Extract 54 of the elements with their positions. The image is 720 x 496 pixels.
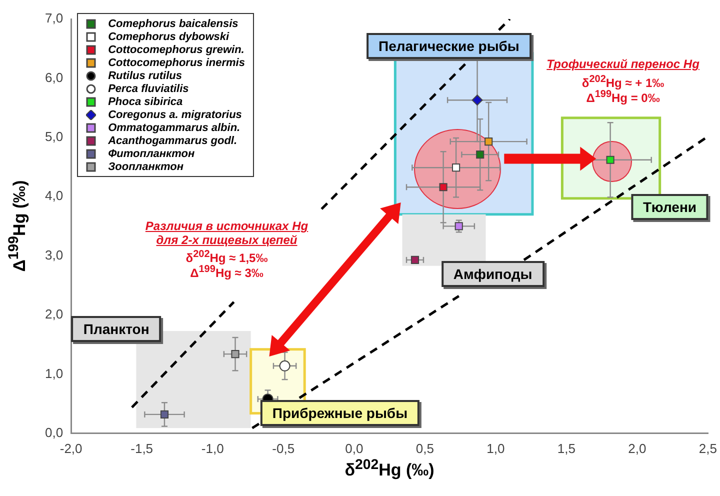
y-tick-label: 6,0: [44, 70, 64, 85]
legend-label: Comephorus dybowski: [108, 30, 230, 42]
annotation: Δ$^{199}$Hg = 0‰: [586, 89, 660, 106]
y-tick-label: 7,0: [44, 10, 64, 26]
legend-label: Фитопланктон: [108, 148, 195, 160]
point: [410, 256, 420, 264]
legend-label: Ommatogammarus albin.: [108, 122, 240, 134]
legend-label: Зоопланктон: [108, 160, 184, 172]
y-tick-label: 3,0: [44, 247, 64, 262]
legend-label: Cottocomephorus inermis: [108, 56, 245, 68]
annotation: для 2-х пищевых цепей: [156, 232, 298, 247]
legend-label: Comephorus baicalensis: [108, 18, 238, 30]
annotation: Планктон: [71, 316, 162, 342]
legend-label: Acanthogammarus godl.: [108, 134, 238, 146]
legend-label: Phoca sibirica: [108, 96, 183, 108]
point: [279, 360, 290, 372]
annotation: Различия в источниках Hg: [145, 219, 308, 234]
legend-label: Coregonus a. migratorius: [108, 108, 242, 120]
x-tick-label: 1,5: [557, 440, 576, 456]
legend-label: Cottocomephorus grewin.: [108, 44, 244, 56]
y-tick-label: 2,0: [44, 306, 64, 322]
annotation: Δ$^{199}$Hg ≈ 3‰: [190, 264, 264, 280]
annotation: Прибрежные рыбы: [260, 400, 420, 426]
y-tick-label: 4,0: [44, 188, 64, 204]
legend-label: Perca fluviatilis: [108, 82, 189, 94]
point: [439, 183, 448, 192]
annotation: Трофический перенос Hg: [546, 56, 700, 71]
point: [484, 138, 493, 146]
y-tick-label: 5,0: [44, 128, 64, 144]
x-axis-title: δ$^{202}$Hg (‰): [344, 457, 434, 482]
point: [160, 410, 169, 418]
legend-label: Rutilus rutilus: [108, 70, 182, 82]
point: [231, 350, 240, 358]
annotation: δ$^{202}$Hg ≈ 1,5‰: [186, 248, 268, 265]
x-tick-label: 2,5: [698, 440, 718, 456]
annotation: Тюлени: [630, 194, 709, 220]
annotation: Пелагические рыбы: [366, 33, 532, 60]
x-tick-label: -2,0: [60, 440, 82, 456]
point: [472, 94, 483, 106]
y-tick-label: 0,0: [44, 424, 64, 440]
x-tick-label: 0,5: [416, 440, 434, 456]
point: [606, 156, 614, 164]
x-tick-label: -1,5: [130, 440, 154, 456]
x-tick-label: 1,0: [486, 440, 505, 456]
point: [452, 164, 460, 172]
x-tick-label: 2,0: [628, 440, 646, 456]
annotation: δ$^{202}$Hg ≈ + 1‰: [582, 74, 664, 90]
x-tick-label: -1,0: [201, 440, 224, 456]
point: [476, 150, 484, 159]
x-tick-label: -0,5: [272, 440, 295, 456]
point: [454, 222, 463, 230]
y-tick-label: 1,0: [44, 366, 64, 381]
annotation: Амфиподы: [441, 261, 544, 288]
x-tick-label: 0,0: [345, 440, 364, 456]
